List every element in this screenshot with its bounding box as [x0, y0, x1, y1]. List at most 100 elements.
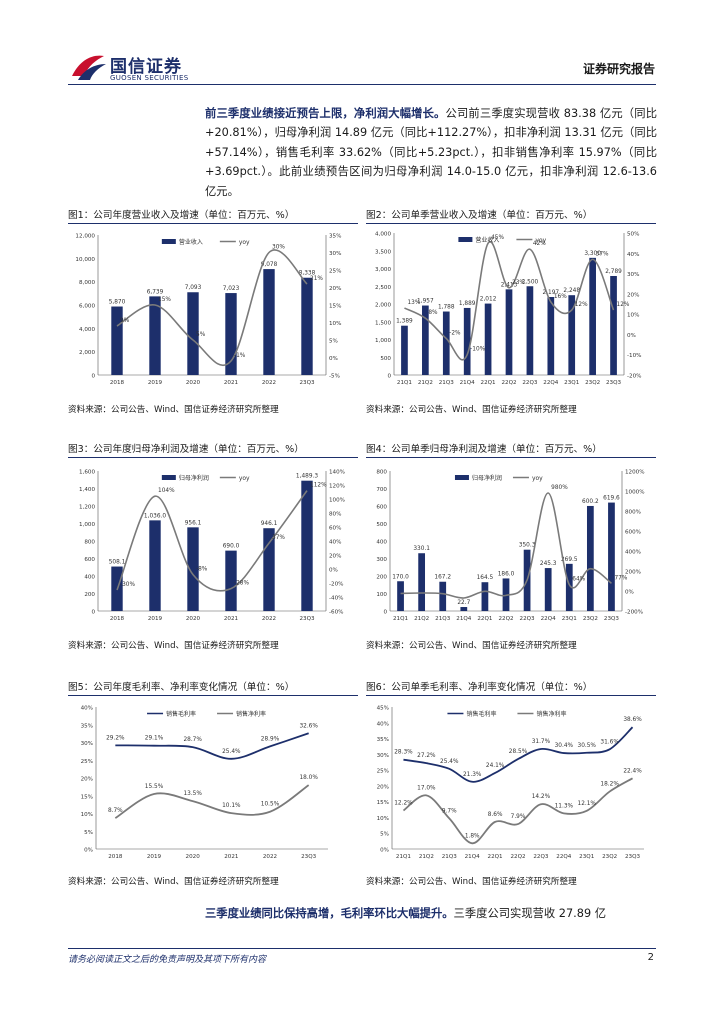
- line-data-label: 25.4%: [440, 759, 459, 765]
- y-tick-label-right: 800%: [625, 510, 641, 516]
- figure-source: 资料来源：公司公告、Wind、国信证券经济研究所整理: [68, 877, 279, 887]
- figure-rule: [68, 223, 358, 224]
- bar-data-label: 245.3: [540, 561, 557, 567]
- bar-data-label: 2,789: [605, 269, 622, 275]
- header-divider: [68, 84, 656, 85]
- paragraph-lead: 三季度业绩同比保持高增，毛利率环比大幅提升。: [205, 907, 454, 920]
- x-tick-label: 23Q3: [606, 380, 622, 386]
- logo-text-en: GUOSEN SECURITIES: [110, 74, 189, 82]
- bar: [481, 582, 489, 611]
- bar: [439, 581, 447, 611]
- line-data-label: -1%: [234, 353, 246, 359]
- x-tick-label: 21Q3: [439, 380, 455, 386]
- legend-bar-swatch: [458, 237, 473, 242]
- y-tick-label-left: 800: [376, 470, 387, 476]
- figure-2-chart: 0 500 1,000 1,500 2,000 2,500 3,000 3,500 4,000 -…: [375, 232, 641, 387]
- x-tick-label: 21Q3: [442, 854, 458, 860]
- line-data-label: 13.5%: [183, 791, 202, 797]
- y-tick-label-left: 200: [376, 575, 387, 581]
- figure-rule: [366, 695, 656, 696]
- bar-data-label: 2,012: [480, 297, 497, 303]
- bar-data-label: 1,389: [396, 319, 413, 325]
- y-tick-label-left: 4,000: [79, 327, 95, 333]
- line-data-label: 21.3%: [463, 772, 482, 778]
- y-tick-label-left: 2,500: [375, 285, 391, 291]
- y-tick-label-left: 1,000: [79, 522, 95, 528]
- x-tick-label: 22Q4: [556, 854, 572, 860]
- y-tick-label-left: 0: [383, 610, 387, 616]
- footer-divider: [68, 948, 656, 949]
- line-data-label: 77%: [614, 575, 627, 581]
- figure-5-chart: 0% 5% 10% 15% 20% 25% 30% 35% 40% 2018 2019 2020 202…: [81, 706, 328, 860]
- legend-bar-label: 营业收入: [179, 238, 203, 246]
- bar: [225, 293, 237, 375]
- page-number: 2: [647, 952, 654, 963]
- y-tick-label-left: 0: [91, 374, 95, 380]
- line-data-label: 30%: [272, 245, 285, 251]
- legend-line-label: yoy: [239, 475, 250, 482]
- legend-line-label: yoy: [239, 239, 250, 246]
- x-tick-label: 23Q3: [625, 854, 641, 860]
- y-tick-label-right: 30%: [627, 272, 639, 278]
- line-data-label: 10.5%: [261, 802, 280, 808]
- bar: [565, 563, 573, 611]
- y-tick-label-left: 500: [380, 356, 391, 362]
- y-tick-label-right: 10%: [627, 313, 639, 319]
- bar: [484, 303, 492, 375]
- line-data-label: 9%: [120, 318, 130, 324]
- y-tick-label-left: 0: [387, 374, 391, 380]
- line-data-label: 38.6%: [623, 717, 642, 723]
- y-tick-label-right: 30%: [329, 251, 341, 257]
- x-tick-label: 23Q1: [579, 854, 595, 860]
- yoy-series-line: [116, 490, 308, 592]
- bar: [418, 553, 426, 611]
- y-tick-label-left: 200: [84, 592, 95, 598]
- line-data-label: 28.9%: [261, 736, 280, 742]
- y-tick-label-right: 140%: [329, 470, 345, 476]
- y-tick-label-left: 400: [84, 575, 95, 581]
- y-tick-label-left: 400: [376, 540, 387, 546]
- legend-line-label: yoy: [532, 475, 543, 482]
- y-tick-label-left: 4,000: [375, 232, 391, 238]
- bar-data-label: 946.1: [261, 521, 278, 527]
- footer-disclaimer: 请务必阅读正文之后的免责声明及其项下所有内容: [68, 955, 267, 965]
- bar-data-label: 7,093: [185, 285, 202, 291]
- line-data-label: 37%: [272, 535, 285, 541]
- figure-title: 图6：公司单季毛利率、净利率变化情况（单位：%）: [366, 682, 593, 693]
- y-tick-label: 10%: [81, 812, 93, 818]
- y-tick-label-right: -40%: [329, 596, 343, 602]
- figure-title: 图4：公司单季归母净利润及增速（单位：百万元、%）: [366, 444, 602, 455]
- bar-data-label: 8,338: [299, 271, 316, 277]
- x-tick-label: 22Q1: [477, 616, 493, 622]
- bar: [608, 502, 615, 611]
- bar: [149, 296, 161, 375]
- y-tick-label-right: -20%: [627, 374, 641, 380]
- line-data-label: 23%: [512, 280, 525, 286]
- line-data-label: -28%: [234, 581, 249, 587]
- line-data-label: 5%: [196, 332, 206, 338]
- y-tick-label-right: 0%: [329, 356, 338, 362]
- y-tick-label-right: 100%: [329, 498, 345, 504]
- bar-data-label: 3,300: [584, 251, 601, 257]
- line-data-label: 27.2%: [417, 753, 436, 759]
- line-data-label: 12.2%: [394, 801, 413, 807]
- y-tick-label-right: 35%: [329, 234, 341, 240]
- bar-data-label: 508.1: [109, 560, 126, 566]
- bar-data-label: 186.0: [498, 571, 515, 577]
- bar: [586, 505, 594, 611]
- figure-rule: [68, 457, 358, 458]
- y-tick-label-left: 1,000: [375, 338, 391, 344]
- line-data-label: 22.4%: [623, 768, 642, 774]
- y-tick-label-left: 3,500: [375, 249, 391, 255]
- line-data-label: 980%: [551, 485, 568, 491]
- line-data-label: 15%: [158, 297, 171, 303]
- paragraph-body: 公司前三季度实现营收 83.38 亿元（同比+20.81%），归母净利润 14.…: [205, 107, 657, 198]
- x-tick-label: 22Q3: [522, 380, 538, 386]
- y-tick-label: 30%: [81, 741, 93, 747]
- y-tick-label-right: 15%: [329, 304, 341, 310]
- x-tick-label: 2022: [263, 854, 277, 860]
- y-tick-label-left: 100: [376, 592, 387, 598]
- x-tick-label: 21Q3: [435, 616, 451, 622]
- y-tick-label: 25%: [377, 769, 389, 775]
- legend-line-label: yoy: [535, 237, 546, 244]
